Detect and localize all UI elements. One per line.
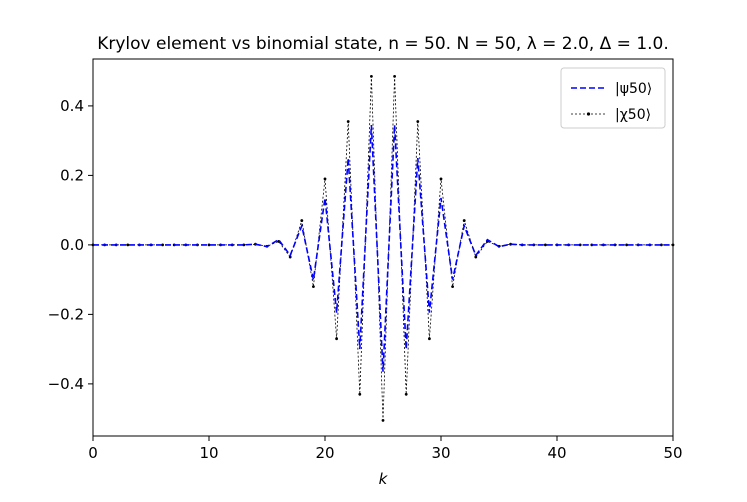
legend-box: [560, 67, 666, 129]
plot-area: [91, 74, 675, 422]
x-tick-label: 0: [88, 444, 98, 462]
series-point-chi: [625, 243, 628, 247]
series-point-chi: [381, 418, 385, 422]
series-point-chi: [323, 177, 327, 181]
y-tick-label: −0.2: [48, 305, 84, 323]
chart-title: Krylov element vs binomial state, n = 50…: [97, 34, 669, 54]
series-point-chi: [660, 243, 663, 247]
axes-frame: [92, 58, 674, 437]
series-point-chi: [544, 243, 547, 247]
x-tick-label: 20: [315, 444, 334, 462]
series-point-chi: [358, 392, 362, 396]
legend-chi-marker: [586, 112, 591, 116]
y-tick-label: 0.4: [60, 97, 84, 115]
series-point-chi: [451, 285, 454, 288]
y-axis: −0.4 −0.2 0.0 0.2 0.4: [48, 97, 93, 393]
y-tick-label: 0.0: [60, 236, 84, 254]
legend-psi-label: |ψ50⟩: [615, 81, 652, 97]
series-point-chi: [288, 255, 292, 259]
x-tick-label: 10: [199, 444, 218, 462]
series-point-chi: [300, 219, 304, 222]
series-point-chi: [242, 243, 246, 247]
series-point-chi: [416, 120, 420, 123]
series-point-chi: [370, 74, 373, 78]
x-tick-label: 50: [663, 444, 682, 462]
series-point-chi: [404, 392, 408, 396]
series-point-chi: [474, 255, 478, 259]
series-line-psi: [93, 124, 673, 372]
series-point-chi: [335, 337, 338, 341]
legend-chi-label: |χ50⟩: [615, 107, 651, 123]
x-tick-label: 30: [431, 444, 450, 462]
series-point-chi: [393, 74, 396, 78]
x-axis: 0 10 20 30 40 50: [88, 436, 683, 462]
series-point-chi: [312, 285, 315, 288]
y-tick-label: 0.2: [60, 166, 84, 184]
series-point-chi: [126, 243, 130, 247]
y-tick-label: −0.4: [48, 375, 84, 393]
series-point-chi: [428, 337, 431, 341]
x-axis-label: k: [379, 470, 389, 488]
series-point-chi: [462, 219, 466, 222]
series-point-chi: [346, 120, 350, 123]
series-point-chi: [439, 177, 443, 181]
x-tick-label: 40: [547, 444, 566, 462]
series-point-chi: [207, 243, 211, 247]
legend: |ψ50⟩ |χ50⟩: [560, 67, 666, 129]
